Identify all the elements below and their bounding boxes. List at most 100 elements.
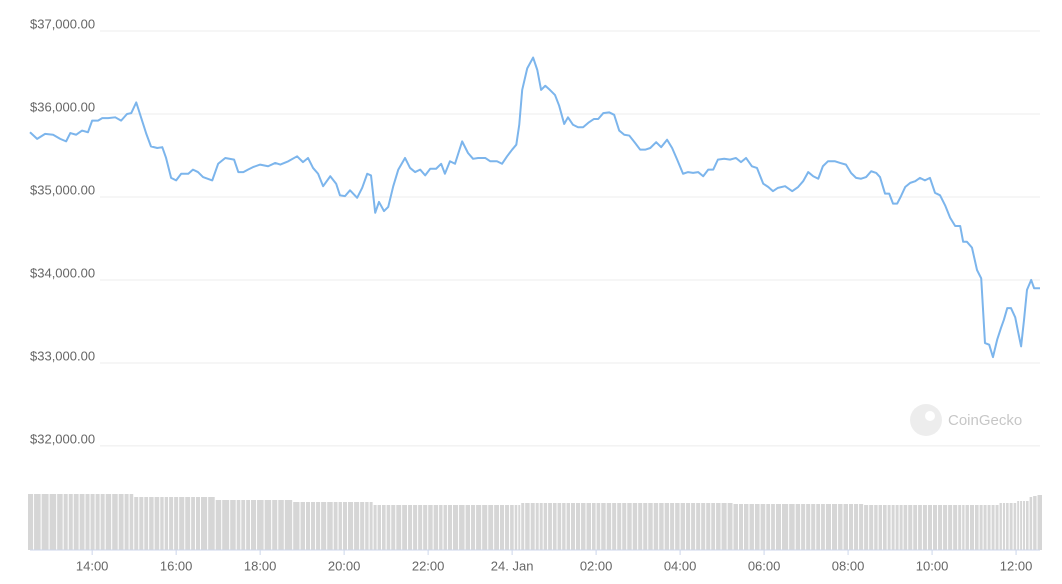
y-tick-label: $34,000.00 <box>30 265 95 280</box>
x-tick-label: 18:00 <box>244 558 277 573</box>
volume-bar <box>433 505 439 550</box>
volume-bar <box>342 502 347 550</box>
volume-bar <box>843 504 848 550</box>
volume-bar <box>706 503 711 550</box>
volume-bar <box>801 504 806 550</box>
volume-bar <box>100 494 105 550</box>
volume-bar <box>316 502 321 550</box>
volume-bar <box>300 502 305 550</box>
volume-bar <box>1002 503 1006 550</box>
volume-bar <box>112 494 118 550</box>
volume-bar <box>386 505 391 550</box>
y-tick-label: $36,000.00 <box>30 99 95 114</box>
volume-bar <box>174 497 179 550</box>
volume-bar <box>41 494 49 550</box>
volume-bar <box>246 500 250 550</box>
volume-bar <box>272 500 278 550</box>
volume-bar <box>874 505 878 550</box>
volume-bar <box>903 505 908 550</box>
volume-bar <box>510 505 514 550</box>
volume-bar <box>521 503 525 550</box>
x-tick-label: 22:00 <box>412 558 445 573</box>
volume-bar <box>891 505 895 550</box>
volume-bar <box>795 504 801 550</box>
volume-bar <box>987 505 991 550</box>
volume-bar <box>749 504 754 550</box>
volume-bar <box>195 497 201 550</box>
volume-bar <box>606 503 612 550</box>
volume-bar <box>191 497 195 550</box>
volume-bar <box>744 504 749 550</box>
volume-bar <box>1029 497 1033 550</box>
y-tick-label: $32,000.00 <box>30 431 95 446</box>
volume-bar <box>899 505 903 550</box>
volume-bar <box>539 503 543 550</box>
volume-bar <box>974 505 979 550</box>
x-tick-label: 10:00 <box>916 558 949 573</box>
volume-bar <box>622 503 627 550</box>
volume-bar <box>576 503 581 550</box>
volume-bar <box>838 504 843 550</box>
volume-bar <box>476 505 482 550</box>
volume-bar <box>927 505 932 550</box>
volume-bar <box>494 505 500 550</box>
volume-bar <box>821 504 825 550</box>
volume-bar <box>831 504 838 550</box>
volume-bar <box>447 505 452 550</box>
volume-bar <box>991 505 995 550</box>
volume-bar <box>338 502 342 550</box>
volume-bar <box>354 502 360 550</box>
volume-bar <box>68 494 73 550</box>
volume-bar <box>402 505 408 550</box>
watermark-logo <box>910 404 942 436</box>
volume-bar <box>766 504 771 550</box>
volume-bar <box>969 505 974 550</box>
x-tick-label: 14:00 <box>76 558 109 573</box>
volume-bar <box>518 505 521 550</box>
y-tick-label: $37,000.00 <box>30 16 95 31</box>
volume-bar <box>721 503 727 550</box>
watermark: CoinGecko <box>910 404 1022 436</box>
volume-bar <box>659 503 664 550</box>
volume-bar <box>638 503 643 550</box>
volume-bar <box>369 502 373 550</box>
volume-bar <box>738 504 744 550</box>
volume-bar <box>617 503 622 550</box>
volume-bar <box>760 504 766 550</box>
volume-bar <box>85 494 90 550</box>
x-tick-label: 12:00 <box>1000 558 1033 573</box>
volume-bar <box>612 503 617 550</box>
volume-bar <box>347 502 354 550</box>
volume-bar <box>500 505 505 550</box>
volume-bar <box>686 503 691 550</box>
x-tick-label: 24. Jan <box>491 558 534 573</box>
volume-bar <box>548 503 552 550</box>
volume-bar <box>557 503 562 550</box>
volume-bar <box>208 497 215 550</box>
volume-bar <box>321 502 327 550</box>
volume-bar <box>754 504 760 550</box>
volume-bar <box>908 505 913 550</box>
watermark-text: CoinGecko <box>948 412 1022 429</box>
x-tick-label: 02:00 <box>580 558 613 573</box>
volume-bar <box>680 503 686 550</box>
volume-bar <box>958 505 962 550</box>
volume-bar <box>360 502 365 550</box>
volume-bar <box>627 503 632 550</box>
volume-bar <box>922 505 927 550</box>
volume-bar <box>999 503 1002 550</box>
volume-bar <box>79 494 85 550</box>
price-line <box>29 56 1040 359</box>
volume-bar <box>1037 495 1042 550</box>
volume-bar <box>570 503 576 550</box>
volume-bar <box>215 500 222 550</box>
volume-bar <box>365 502 369 550</box>
x-tick-label: 04:00 <box>664 558 697 573</box>
volume-bar <box>423 505 428 550</box>
volume-bar <box>552 503 557 550</box>
volume-bar <box>983 505 987 550</box>
volume-bar <box>278 500 284 550</box>
volume-bar <box>806 504 811 550</box>
volume-bar <box>566 503 570 550</box>
volume-bar <box>648 503 653 550</box>
